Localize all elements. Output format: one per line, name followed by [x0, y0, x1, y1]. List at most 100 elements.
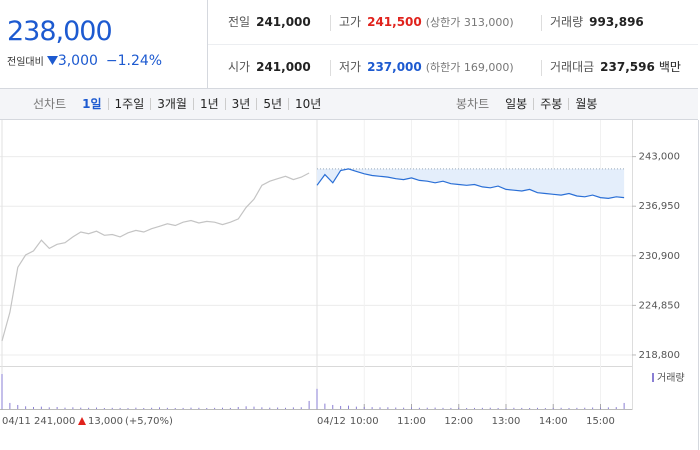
tab-bar: 선차트 1일 1주일 3개월 1년 3년 5년 10년 봉차트 일봉 주봉 월봉 [0, 89, 698, 120]
volume-bar [592, 407, 594, 409]
change-rate: −1.24% [105, 53, 163, 69]
period-tab[interactable]: 3년 [224, 98, 257, 110]
volume-bar [324, 403, 326, 409]
summary-cell: 전일 241,000 [228, 15, 311, 31]
note: (하한가 169,000) [425, 61, 514, 74]
volume-bar [316, 388, 318, 409]
volume-bar [88, 407, 90, 409]
volume-bar [458, 407, 460, 409]
up-icon [78, 417, 86, 425]
x-tick-label: 04/11 [2, 416, 31, 427]
volume-bar [151, 407, 153, 409]
x-tick-label: 13:00 [492, 416, 521, 427]
period-tab[interactable]: 5년 [256, 98, 288, 110]
volume-bar [127, 408, 129, 409]
price: 238,000 [7, 16, 113, 47]
volume-bar [222, 407, 223, 409]
value: 237,596 [600, 60, 655, 74]
volume-bar [206, 407, 208, 409]
y-tick-label: 236,950 [639, 201, 680, 212]
price-line [1, 172, 310, 342]
volume-bar [198, 407, 200, 409]
period-tab[interactable]: 10년 [288, 98, 327, 110]
value: 993,896 [589, 15, 644, 29]
x-tick-label: 10:00 [350, 416, 379, 427]
range-band [317, 168, 625, 199]
volume-bar [552, 407, 554, 409]
volume-bar [560, 407, 562, 409]
volume-bar [505, 408, 507, 409]
volume-bar [363, 406, 365, 409]
value: 241,000 [256, 60, 311, 74]
prev-change: 13,000 [88, 416, 123, 427]
legend-swatch [652, 373, 654, 382]
volume-bar [466, 407, 468, 409]
volume-bar [529, 407, 531, 409]
period-tab[interactable]: 1년 [192, 98, 225, 110]
value: 237,000 [367, 60, 422, 74]
y-tick-label: 230,900 [639, 251, 680, 262]
change-row: 전일대비 3,000 −1.24% [7, 53, 162, 69]
summary-row: 시가 241,000 저가 237,000 (하한가 169,000) 거래대금 237,5… [208, 45, 698, 89]
x-tick-label: 04/12 [317, 416, 346, 427]
volume-bar [481, 407, 483, 409]
volume-bar [96, 407, 97, 409]
summary-cell: 거래량 993,896 [541, 15, 644, 31]
volume-bar [521, 407, 523, 409]
volume-bar [308, 400, 310, 409]
volume-bar [245, 406, 247, 409]
volume-bar [576, 407, 578, 409]
x-tick-label: 11:00 [397, 416, 426, 427]
volume-bar [474, 407, 475, 409]
volume-bar [111, 407, 113, 409]
label: 거래대금 [550, 60, 595, 74]
volume-bar [182, 407, 184, 409]
volume-bar [537, 407, 538, 409]
volume-bar [340, 405, 342, 409]
volume-bar [355, 406, 357, 409]
volume-bar [190, 407, 192, 409]
volume-bar [544, 408, 546, 409]
period-tab[interactable]: 3개월 [150, 98, 193, 110]
value: 241,000 [256, 15, 311, 29]
candle-tab[interactable]: 일봉 [505, 97, 528, 111]
y-tick-label: 243,000 [639, 152, 680, 163]
volume-bar [568, 407, 570, 409]
volume-bar [403, 407, 405, 409]
volume-bar [332, 404, 334, 409]
period-tab[interactable]: 1일 [82, 97, 102, 111]
candle-tab[interactable]: 월봉 [568, 98, 603, 110]
unit: 백만 [658, 60, 681, 74]
value: 241,500 [367, 15, 422, 29]
candle-tab[interactable]: 주봉 [533, 98, 568, 110]
price-line [316, 168, 625, 200]
note: (상한가 313,000) [425, 16, 514, 29]
x-tick-label: 12:00 [444, 416, 473, 427]
volume-bar [434, 407, 436, 409]
volume-bar [9, 402, 11, 409]
label: 고가 [339, 15, 362, 29]
summary-row: 전일 241,000 고가 241,500 (상한가 313,000) 거래량 993,89… [208, 0, 698, 45]
volume-bar [442, 407, 444, 409]
down-icon [46, 56, 58, 65]
x-tick-label: 14:00 [539, 416, 568, 427]
legend-label: 거래량 [657, 372, 685, 384]
period-tab[interactable]: 1주일 [107, 98, 151, 110]
label: 시가 [228, 60, 251, 74]
volume-bar [607, 407, 609, 409]
volume-bar [17, 404, 19, 409]
volume-bar [237, 406, 239, 409]
volume-bar [64, 407, 66, 409]
header: 238,000 전일대비 3,000 −1.24% 전일 241,000 고가 241,5… [0, 0, 698, 89]
volume-bar [253, 406, 255, 409]
summary-cell: 고가 241,500 (상한가 313,000) [330, 15, 514, 31]
label: 전일 [228, 15, 251, 29]
change-label: 전일대비 [7, 57, 44, 68]
volume-bar [56, 406, 58, 409]
prev-close: 241,000 [34, 416, 75, 427]
summary-cell: 시가 241,000 [228, 60, 311, 76]
volume-bar [513, 407, 515, 409]
volume-bar [33, 406, 34, 409]
volume-bar [135, 407, 137, 409]
volume-bar [292, 407, 294, 409]
